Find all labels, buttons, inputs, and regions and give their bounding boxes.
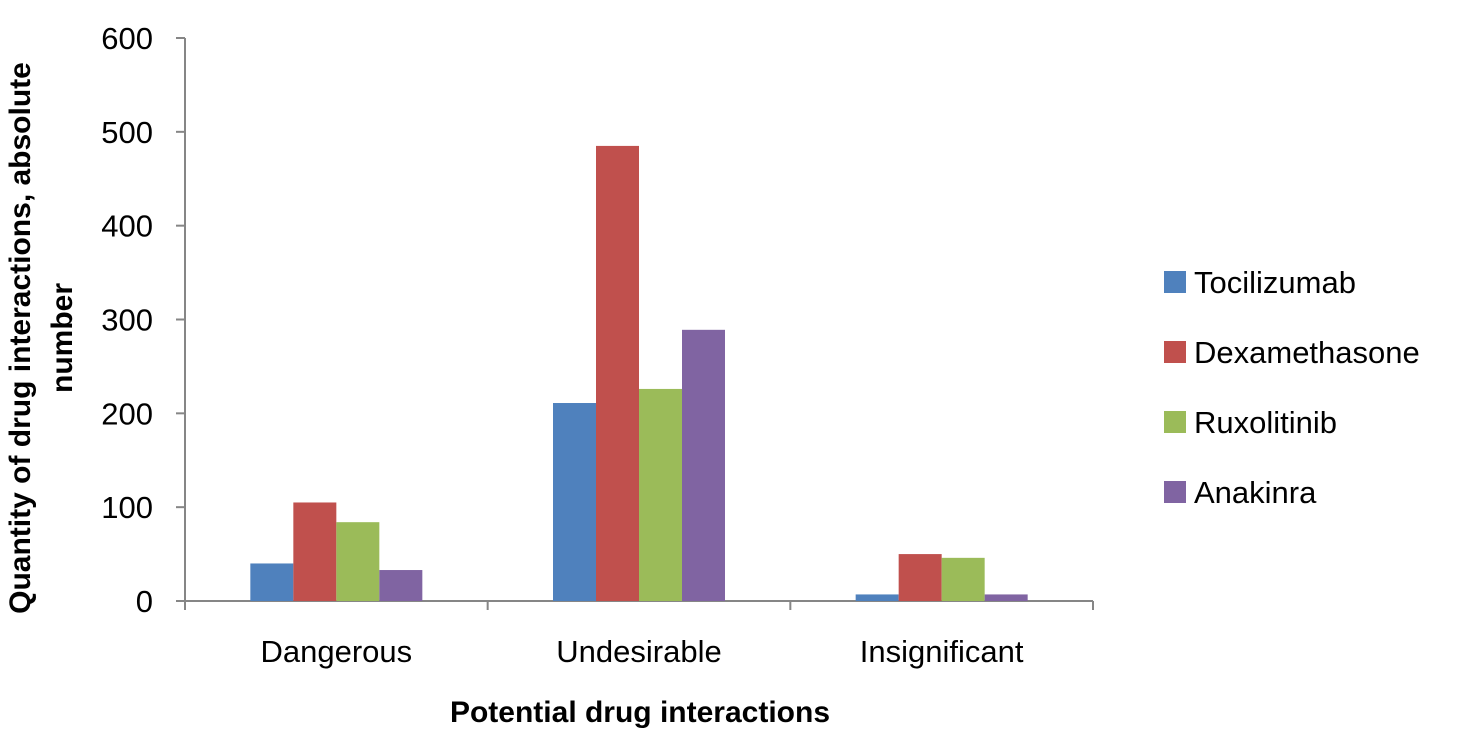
y-axis: 0 100 200 300 400 500 600 (101, 21, 186, 619)
y-tick-label: 400 (101, 209, 153, 244)
y-tick-label: 200 (101, 396, 153, 431)
bar-anakinra-dangerous (379, 570, 423, 601)
bar-ruxolitinib-undesirable (639, 388, 682, 601)
bar-tocilizumab-dangerous (250, 563, 294, 601)
y-axis-title-line: number (46, 283, 79, 393)
legend-swatch (1164, 271, 1186, 293)
legend-swatch (1164, 341, 1186, 363)
legend-label: Dexamethasone (1194, 335, 1420, 370)
bar-tocilizumab-undesirable (553, 403, 596, 601)
bars (250, 145, 1028, 602)
x-tick-label: Undesirable (556, 634, 721, 669)
legend: Tocilizumab Dexamethasone Ruxolitinib Anaki… (1164, 265, 1420, 510)
x-tick-label: Insignificant (860, 634, 1024, 669)
bar-dexamethasone-dangerous (293, 502, 337, 601)
bar-ruxolitinib-dangerous (336, 522, 380, 601)
x-axis-title: Potential drug interactions (450, 696, 830, 729)
bar-tocilizumab-insignificant (855, 594, 899, 601)
y-tick-label: 300 (101, 303, 153, 338)
y-tick-label: 0 (136, 584, 153, 619)
bar-anakinra-undesirable (682, 329, 725, 601)
y-axis-title: Quantity of drug interactions, absolute n… (4, 62, 79, 614)
legend-label: Ruxolitinib (1194, 405, 1337, 440)
y-tick-label: 600 (101, 21, 153, 56)
legend-label: Anakinra (1194, 475, 1317, 510)
y-tick-label: 500 (101, 115, 153, 150)
bar-dexamethasone-insignificant (898, 554, 942, 601)
legend-swatch (1164, 411, 1186, 433)
x-tick-label: Dangerous (261, 634, 413, 669)
y-axis-title-line: Quantity of drug interactions, absolute (4, 62, 37, 614)
y-tick-label: 100 (101, 490, 153, 525)
legend-swatch (1164, 481, 1186, 503)
bar-ruxolitinib-insignificant (941, 557, 985, 601)
legend-label: Tocilizumab (1194, 265, 1356, 300)
bar-dexamethasone-undesirable (596, 145, 639, 602)
bar-anakinra-insignificant (984, 594, 1028, 601)
x-axis: Dangerous Undesirable Insignificant (184, 600, 1094, 669)
